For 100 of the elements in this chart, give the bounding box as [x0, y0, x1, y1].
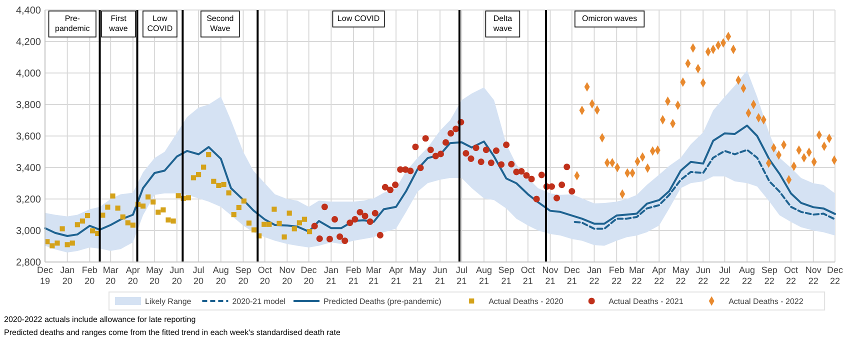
- point: [472, 144, 480, 152]
- annotation: Low COVID: [337, 14, 380, 23]
- y-tick-label: 3,600: [16, 132, 42, 142]
- point: [246, 220, 252, 226]
- point: [186, 195, 191, 200]
- point: [386, 186, 394, 194]
- point: [346, 220, 354, 226]
- point: [553, 194, 560, 202]
- point: [417, 164, 424, 172]
- point: [150, 199, 156, 205]
- x-tick-label: Oct 21: [520, 265, 536, 286]
- x-tick-label: Dec 21: [564, 265, 580, 286]
- line-series: [44, 124, 836, 238]
- point: [503, 142, 510, 148]
- point: [282, 234, 287, 240]
- point: [488, 159, 494, 166]
- point: [156, 210, 161, 215]
- x-tick-label: Dec 22: [826, 265, 844, 286]
- x-tick-label: Nov 21: [542, 265, 559, 286]
- point: [376, 232, 384, 239]
- y-tick-label: 3,200: [16, 194, 42, 206]
- point: [262, 222, 267, 227]
- point: [272, 206, 277, 212]
- x-tick-label: Aug 22: [739, 265, 756, 286]
- point: [226, 190, 232, 196]
- x-tick-label: Mar 20: [102, 265, 118, 286]
- point: [437, 150, 444, 158]
- point: [533, 196, 540, 202]
- x-tick-label: Aug 21: [476, 265, 492, 286]
- point: [196, 172, 202, 178]
- point: [115, 206, 120, 211]
- point: [60, 226, 65, 232]
- x-tick-label: Jul 22: [718, 265, 730, 286]
- x-tick-label: Nov 22: [805, 265, 822, 286]
- point: [176, 193, 181, 198]
- legend-label: Actual Deaths - 2022: [728, 297, 804, 306]
- point: [302, 216, 308, 222]
- y-tick-label: 3,400: [16, 163, 42, 174]
- point: [558, 182, 566, 188]
- annotation: Pre-pandemic: [55, 14, 90, 33]
- y-tick-label: 4,400: [16, 6, 42, 16]
- x-tick-label: Jan 22: [586, 265, 602, 286]
- point: [448, 130, 454, 137]
- point: [452, 126, 460, 132]
- annotation: Delta wave: [492, 14, 513, 33]
- point: [306, 229, 312, 234]
- x-tick-label: Jun 21: [432, 265, 448, 286]
- point: [296, 220, 302, 226]
- x-tick-label: Aug 20: [212, 265, 229, 286]
- point: [70, 240, 75, 246]
- legend-label: Actual Deaths - 2020: [488, 297, 564, 306]
- point: [221, 182, 226, 188]
- point: [548, 183, 556, 190]
- y-tick-label: 3,000: [16, 226, 42, 237]
- x-tick-label: Apr 22: [652, 265, 666, 286]
- point: [321, 204, 328, 210]
- y-tick-label: 3,800: [16, 100, 42, 111]
- point: [80, 218, 86, 224]
- point: [236, 204, 242, 210]
- y-tick-label: 4,200: [16, 37, 42, 48]
- point: [201, 164, 206, 170]
- x-tick-label: Jun 20: [170, 265, 184, 286]
- point: [482, 146, 490, 154]
- legend-label: 2020-21 model: [232, 297, 286, 306]
- annotation: Low COVID: [147, 14, 173, 33]
- point: [412, 144, 419, 150]
- point: [407, 168, 414, 174]
- point: [216, 182, 222, 188]
- annotation: Second Wave: [206, 14, 234, 33]
- point: [316, 235, 323, 242]
- point: [362, 212, 368, 220]
- point: [105, 204, 110, 210]
- x-tick-label: Sep 21: [498, 265, 514, 286]
- point: [564, 164, 570, 170]
- point: [422, 135, 429, 142]
- point: [231, 212, 236, 218]
- point: [266, 222, 272, 227]
- point: [528, 176, 535, 182]
- point: [492, 147, 500, 154]
- x-tick-label: May 22: [672, 265, 690, 286]
- point: [523, 172, 530, 179]
- point: [568, 188, 576, 195]
- point: [286, 210, 292, 216]
- point: [462, 150, 470, 157]
- point: [64, 242, 70, 248]
- point: [508, 160, 515, 168]
- point: [130, 222, 136, 228]
- x-tick-label: Jul 21: [456, 265, 468, 286]
- x-tick-label: May 20: [146, 265, 164, 286]
- x-tick-label: Oct 22: [784, 265, 799, 286]
- text: 2020-2022 actuals include allowance for late reporting: [4, 315, 196, 324]
- point: [326, 236, 334, 242]
- point: [392, 182, 399, 188]
- point: [110, 193, 116, 199]
- point: [251, 227, 257, 232]
- point: [292, 226, 297, 232]
- point: [125, 220, 130, 226]
- point: [54, 240, 60, 246]
- x-tick-label: Oct 20: [258, 265, 272, 286]
- legend-label: Actual Deaths - 2021: [608, 297, 684, 306]
